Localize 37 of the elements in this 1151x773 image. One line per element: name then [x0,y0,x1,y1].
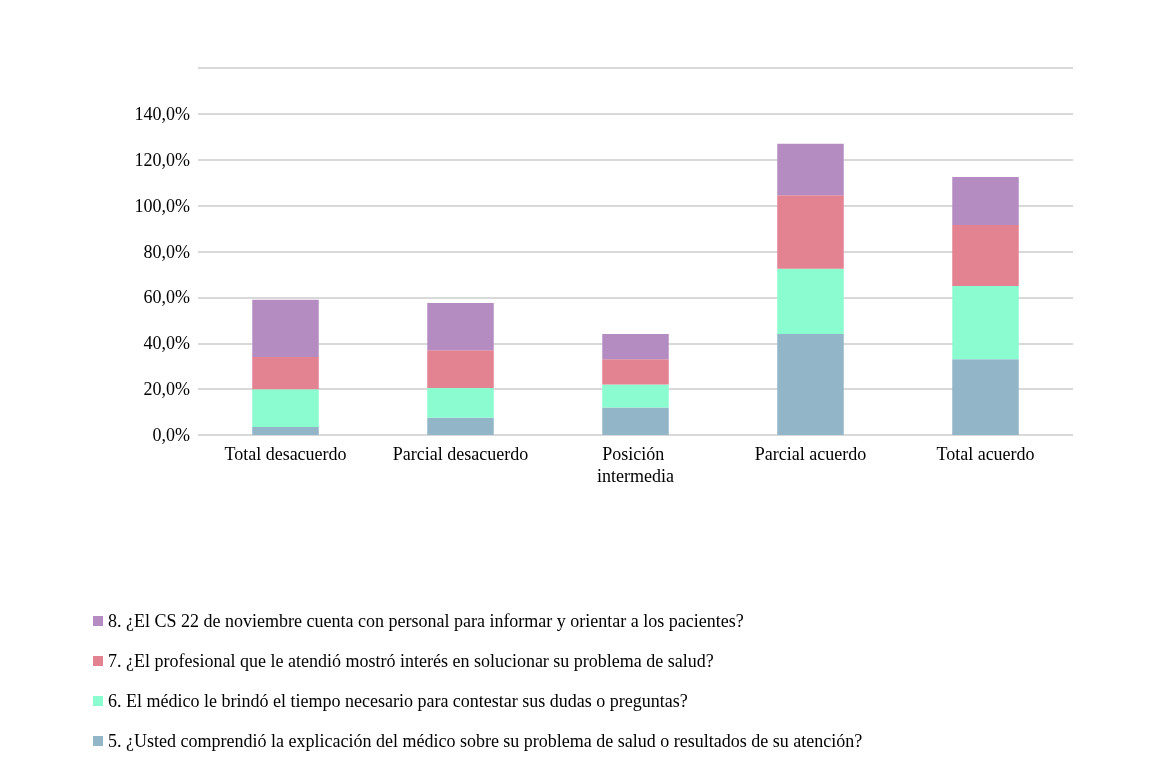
bar [252,357,319,390]
y-tick-label: 100,0% [134,195,190,216]
bar [427,417,494,435]
bar [602,407,669,435]
bar [952,285,1019,360]
y-tick-label: 0,0% [152,425,190,445]
bar [952,225,1019,286]
legend-label: 8. ¿El CS 22 de noviembre cuenta con personal para informar y orientar a los pacientes? [108,611,744,631]
bar [252,389,319,427]
bar [602,334,669,360]
bar [427,387,494,418]
legend-label: 7. ¿El profesional que le atendió mostró interés en solucionar su problema de salud? [108,651,714,671]
bar [952,176,1019,226]
y-tick-label: 60,0% [143,287,190,308]
bar [777,268,844,335]
bar [952,359,1019,435]
y-tick-label: 140,0% [134,103,190,124]
bar [427,350,494,388]
bar [602,359,669,385]
x-tick-label: Total acuerdo [936,444,1035,464]
bar [777,334,844,435]
x-tick-label: Parcial acuerdo [754,444,867,464]
x-tick-label: Parcial desacuerdo [392,444,529,464]
bar [777,143,844,196]
y-tick-label: 120,0% [134,149,190,170]
legend-label: 5. ¿Usted comprendió la explicación del médico sobre su problema de salud o resultados de su atención? [108,731,863,751]
bar [777,195,844,269]
x-tick-label: Posición intermedia [597,444,674,486]
legend-label: 6. El médico le brindó el tiempo necesario para contestar sus dudas o preguntas? [108,691,688,711]
bar [602,384,669,408]
bar [427,303,494,351]
y-tick-label: 40,0% [143,333,190,354]
y-tick-label: 20,0% [143,379,190,400]
x-tick-label: Total desacuerdo [224,444,347,464]
bar [252,299,319,358]
y-tick-label: 80,0% [143,241,190,262]
bar [252,426,319,435]
